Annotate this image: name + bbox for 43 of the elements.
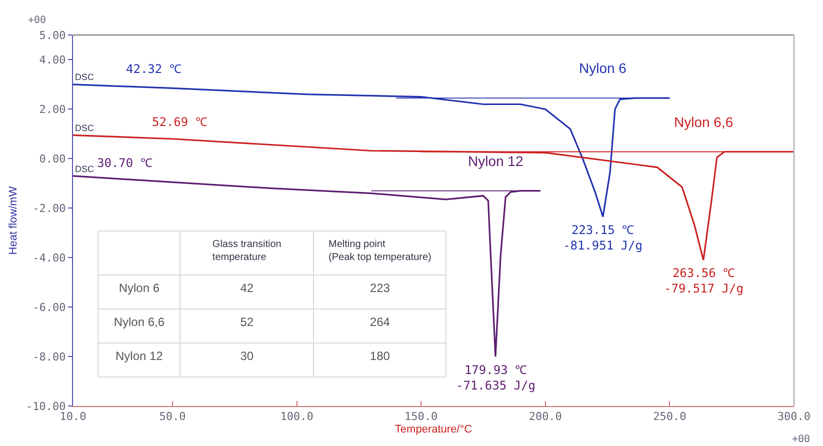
annotation: 42.32 ℃: [126, 62, 182, 76]
annotation: Melting point (Peak top temperature): [328, 238, 432, 263]
x-tick-label: 300.0: [777, 410, 811, 424]
annotation: 52: [240, 314, 254, 329]
annotation: Nylon 12: [115, 348, 164, 363]
annotation: Nylon 6: [118, 280, 160, 295]
x-axis-title: Temperature/°C: [394, 423, 472, 436]
series-label: Nylon 12: [468, 153, 524, 169]
annotation: 30: [240, 348, 254, 363]
annotation: 180: [370, 348, 390, 363]
x-tick-label: 250.0: [653, 410, 686, 424]
x-tick-label: 100.0: [280, 410, 314, 424]
annotation: 223.15 ℃ -81.951 J/g: [563, 223, 642, 253]
annotation: Glass transition temperature: [212, 238, 282, 263]
series-label: Nylon 6,6: [674, 114, 734, 130]
x-tick-label: 150.0: [404, 410, 438, 424]
y-tick-label: -4.00: [32, 251, 66, 264]
text: +00: [792, 434, 810, 445]
annotation: DSC: [75, 164, 94, 174]
series-label: Nylon 6: [579, 60, 627, 76]
annotation: 263.56 ℃ -79.517 J/g: [664, 266, 744, 296]
x-tick-label: 50.0: [159, 410, 186, 424]
annotation: 179.93 ℃ -71.635 J/g: [456, 363, 536, 393]
annotation: 30.70 ℃: [97, 156, 152, 170]
y-tick-label: 0.00: [39, 152, 66, 166]
x-tick-label: 200.0: [528, 410, 562, 424]
annotation: 264: [370, 314, 390, 329]
annotation: DSC: [75, 72, 94, 82]
y-tick-label: 5.00: [39, 28, 66, 42]
y-tick-label: 4.00: [39, 54, 66, 67]
y-tick-label: -6.00: [32, 300, 66, 314]
x-tick-label: 10.0: [60, 410, 86, 424]
y-tick-label: -8.00: [32, 350, 66, 364]
annotation: 42: [240, 280, 254, 295]
annotation: DSC: [75, 123, 94, 133]
y-axis-title: Heat flow/mW: [8, 186, 20, 255]
annotation: 223: [370, 280, 390, 295]
annotation: 52.69 ℃: [152, 115, 208, 129]
y-tick-label: -10.00: [26, 400, 66, 413]
annotation: Nylon 6,6: [114, 314, 165, 329]
y-tick-label: 2.00: [39, 103, 66, 116]
y-tick-label: -2.00: [32, 202, 66, 215]
text: +00: [28, 15, 46, 26]
